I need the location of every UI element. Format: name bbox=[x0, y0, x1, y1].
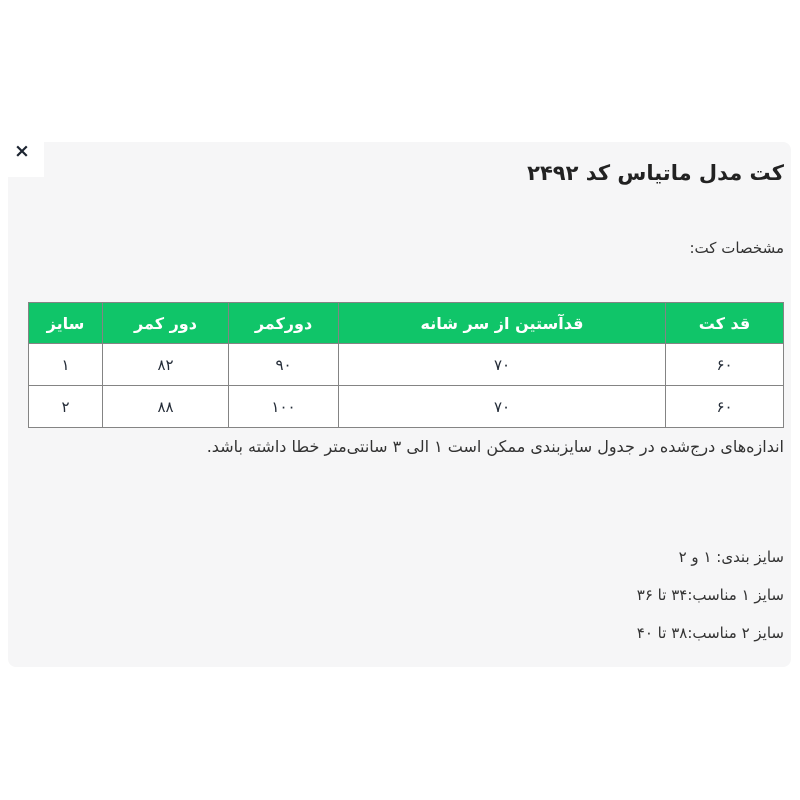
size-range-line: سایز بندی: ۱ و ۲ bbox=[678, 548, 784, 566]
cell-sleeve-length: ۷۰ bbox=[338, 343, 666, 386]
size2-fit-line: سایز ۲ مناسب:۳۸ تا ۴۰ bbox=[636, 624, 784, 642]
product-title: کت مدل ماتیاس کد ۲۴۹۲ bbox=[527, 161, 784, 185]
cell-waist-1: ۸۲ bbox=[102, 343, 229, 386]
size-table: قد کت قدآستین از سر شانه دورکمر دور کمر … bbox=[28, 302, 784, 428]
size-table-header-row: قد کت قدآستین از سر شانه دورکمر دور کمر … bbox=[28, 302, 784, 344]
table-row: ۶۰ ۷۰ ۱۰۰ ۸۸ ۲ bbox=[28, 385, 784, 428]
header-waist-1: دور کمر bbox=[102, 302, 229, 344]
product-size-modal: کت مدل ماتیاس کد ۲۴۹۲ مشخصات کت: قد کت ق… bbox=[8, 142, 791, 667]
cell-size: ۱ bbox=[28, 343, 103, 386]
close-icon: × bbox=[14, 140, 30, 162]
size-tolerance-note: اندازه‌های درج‌شده در جدول سایزبندی ممکن… bbox=[206, 437, 784, 456]
close-button[interactable]: × bbox=[0, 134, 44, 177]
header-sleeve-length: قدآستین از سر شانه bbox=[338, 302, 666, 344]
size-info-block: سایز بندی: ۱ و ۲ سایز ۱ مناسب:۳۴ تا ۳۶ س… bbox=[28, 538, 784, 652]
section-label: مشخصات کت: bbox=[689, 239, 785, 257]
cell-coat-length: ۶۰ bbox=[665, 343, 784, 386]
cell-size: ۲ bbox=[28, 385, 103, 428]
table-row: ۶۰ ۷۰ ۹۰ ۸۲ ۱ bbox=[28, 343, 784, 386]
cell-waist-2: ۹۰ bbox=[228, 343, 339, 386]
cell-waist-2: ۱۰۰ bbox=[228, 385, 339, 428]
cell-coat-length: ۶۰ bbox=[665, 385, 784, 428]
cell-sleeve-length: ۷۰ bbox=[338, 385, 666, 428]
size1-fit-line: سایز ۱ مناسب:۳۴ تا ۳۶ bbox=[636, 586, 784, 604]
header-size: سایز bbox=[28, 302, 103, 344]
cell-waist-1: ۸۸ bbox=[102, 385, 229, 428]
header-waist-2: دورکمر bbox=[228, 302, 339, 344]
header-coat-length: قد کت bbox=[665, 302, 784, 344]
